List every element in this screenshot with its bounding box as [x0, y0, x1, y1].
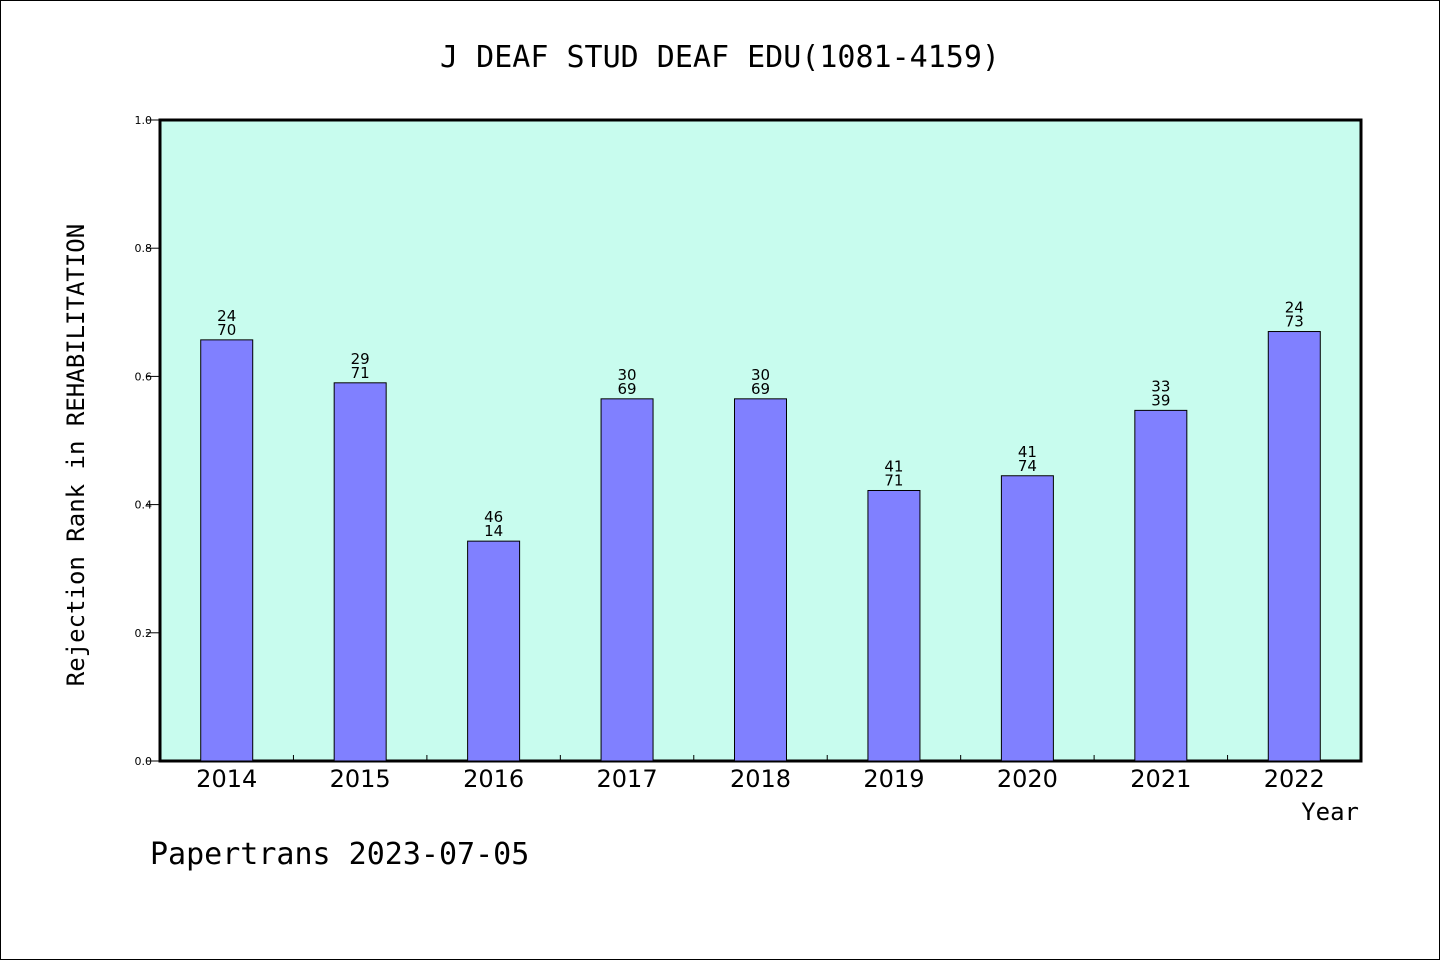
bar-data-label: 30: [618, 366, 637, 384]
x-axis-label: Year: [1301, 798, 1359, 826]
bar-data-label: 30: [751, 366, 770, 384]
y-tick-label: 0.6: [135, 370, 153, 383]
bar-2021: [1134, 409, 1188, 762]
bar-2015: [333, 382, 387, 762]
y-axis: 0.0 0.2 0.4 0.6 0.8 1.0: [135, 114, 160, 768]
bar-data-label: 41: [1018, 443, 1037, 461]
x-tick-label: 2015: [330, 765, 391, 793]
y-tick-label: 0.4: [135, 499, 153, 512]
bar-data-label: 41: [884, 457, 903, 475]
x-tick-label: 2020: [997, 765, 1058, 793]
x-tick-label: 2018: [730, 765, 791, 793]
bar-2017: [600, 398, 654, 762]
bar-data-label: 69: [751, 380, 770, 398]
bar-2014: [200, 339, 254, 762]
chart-title: J DEAF STUD DEAF EDU(1081-4159): [440, 40, 1000, 75]
bar-data-label: 46: [484, 508, 503, 526]
x-tick-label: 2022: [1264, 765, 1325, 793]
x-axis: 2014 2015 2016 2017 2018 2019 2020 2021 2022: [196, 755, 1325, 793]
x-tick-label: 2019: [863, 765, 924, 793]
y-tick-label: 0.0: [135, 755, 153, 768]
x-tick-label: 2021: [1130, 765, 1191, 793]
bar-data-label: 71: [351, 364, 370, 382]
footer-text: Papertrans 2023-07-05: [150, 837, 529, 872]
x-tick-label: 2017: [597, 765, 658, 793]
y-tick-label: 0.2: [135, 627, 153, 640]
bar-2019: [867, 489, 921, 762]
x-tick-label: 2014: [196, 765, 257, 793]
bar-data-label: 73: [1285, 313, 1304, 331]
bar-data-label: 70: [217, 321, 236, 339]
bar-data-label: 69: [618, 380, 637, 398]
bar-data-label: 74: [1018, 457, 1037, 475]
bar-2020: [1000, 475, 1054, 762]
bar-data-label: 33: [1151, 377, 1170, 395]
bar-data-label: 14: [484, 522, 503, 540]
bar-2018: [734, 398, 787, 762]
y-tick-label: 1.0: [135, 114, 153, 127]
bar-data-label: 39: [1151, 391, 1170, 409]
bar-data-label: 24: [1285, 299, 1304, 317]
y-tick-label: 0.8: [135, 242, 153, 255]
bar-2016: [467, 540, 521, 762]
bar-data-label: 29: [351, 350, 370, 368]
bar-data-label: 71: [884, 471, 903, 489]
x-tick-label: 2016: [463, 765, 524, 793]
bar-data-label: 24: [217, 307, 236, 325]
y-axis-label: Rejection Rank in REHABILITATION: [62, 224, 90, 686]
bar-2022: [1267, 331, 1321, 762]
